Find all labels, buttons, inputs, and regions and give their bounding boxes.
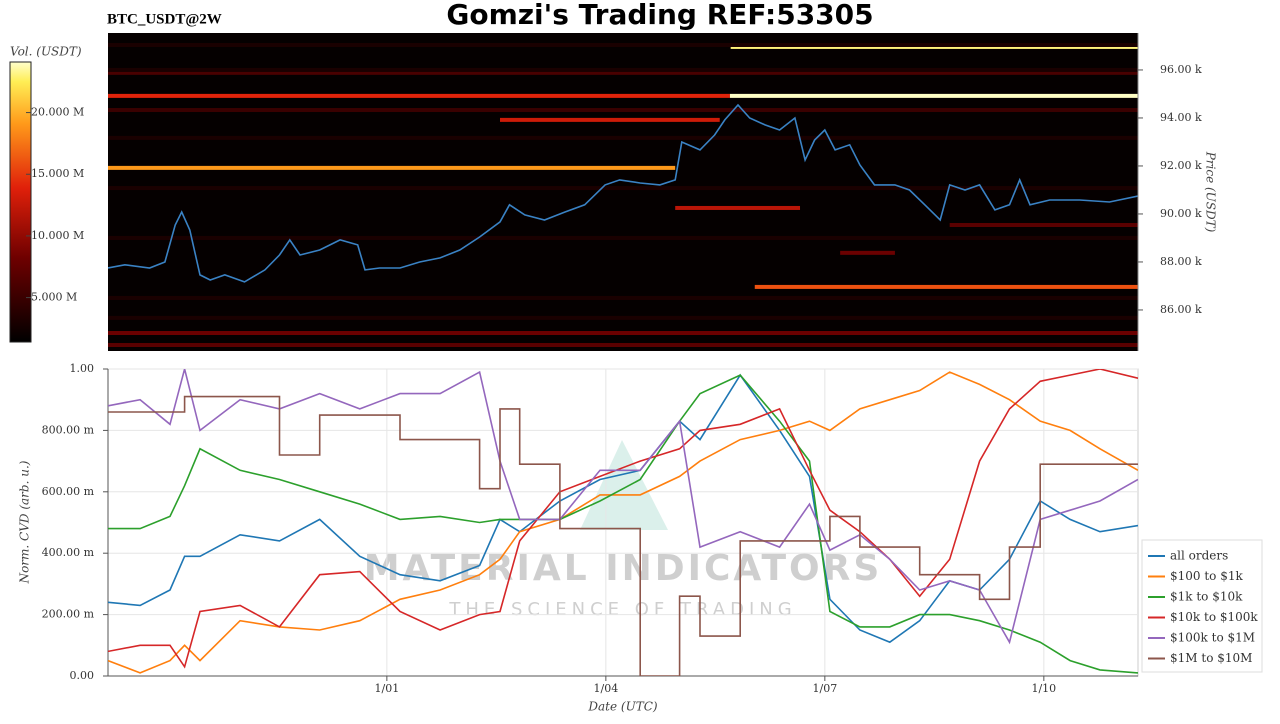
heatmap-level <box>108 295 1138 300</box>
heatmap-level <box>108 67 1138 72</box>
heatmap-level <box>840 250 895 255</box>
watermark: MATERIAL INDICATORS <box>364 548 883 589</box>
heatmap-level <box>108 165 676 170</box>
heatmap-level <box>108 70 1138 75</box>
legend-label: $100 to $1k <box>1170 569 1243 583</box>
colorbar-tick-label: 5.000 M <box>31 291 77 304</box>
series-line <box>108 395 1138 676</box>
y-tick-label: 88.00 k <box>1160 255 1202 268</box>
heatmap-level <box>108 235 1138 240</box>
colorbar-label: Vol. (USDT) <box>10 45 82 59</box>
heatmap-level <box>108 343 1138 347</box>
y-tick-label: 200.00 m <box>42 608 95 621</box>
y-tick-label: 800.00 m <box>42 423 95 436</box>
heatmap-level <box>108 331 1138 335</box>
y-tick-label: 96.00 k <box>1160 63 1202 76</box>
y-tick-label: 400.00 m <box>42 546 95 559</box>
legend-label: $1M to $10M <box>1170 651 1252 665</box>
heatmap-level <box>108 93 730 98</box>
series-line <box>108 374 1138 674</box>
y-axis-label: Price (USDT) <box>1204 151 1218 233</box>
legend <box>1141 539 1263 673</box>
heatmap-level <box>754 284 1138 289</box>
chart-title: Gomzi's Trading REF:53305 <box>446 0 873 31</box>
legend-label: all orders <box>1170 549 1228 563</box>
x-tick-label: 1/07 <box>812 682 837 695</box>
y-tick-label: 90.00 k <box>1160 207 1202 220</box>
heatmap-level <box>108 186 1138 191</box>
heatmap-level <box>108 315 1138 320</box>
heatmap-level <box>729 93 1138 98</box>
y-tick-label: 600.00 m <box>42 485 95 498</box>
y-tick-label: 0.00 <box>70 669 95 682</box>
x-tick-label: 1/04 <box>593 682 618 695</box>
legend-label: $100k to $1M <box>1170 631 1255 645</box>
price-line <box>108 103 1138 283</box>
heatmap-level <box>675 205 801 210</box>
heatmap-layer <box>108 43 1138 347</box>
y-axis-label: Norm. CVD (arb. u.) <box>18 460 32 584</box>
series-line <box>108 371 1138 674</box>
y-tick-label: 94.00 k <box>1160 111 1202 124</box>
colorbar-tick-label: 10.000 M <box>31 229 84 242</box>
heatmap-level <box>949 223 1138 227</box>
chart-subtitle: BTC_USDT@2W <box>107 11 222 27</box>
colorbar-tick-label: 15.000 M <box>31 167 84 180</box>
x-tick-label: 1/01 <box>375 682 400 695</box>
watermark-logo <box>580 440 668 530</box>
heatmap-level <box>108 43 1138 47</box>
series-line <box>108 369 1138 645</box>
x-tick-label: 1/10 <box>1031 682 1056 695</box>
heatmap-level <box>108 135 1138 140</box>
legend-label: $1k to $10k <box>1170 590 1243 604</box>
y-tick-label: 86.00 k <box>1160 303 1202 316</box>
heatmap-level <box>499 117 720 122</box>
y-tick-label: 1.00 <box>70 362 95 375</box>
legend-label: $10k to $100k <box>1170 610 1258 624</box>
x-axis-label: Date (UTC) <box>587 700 657 714</box>
series-layer <box>108 369 1138 676</box>
colorbar-tick-label: 20.000 M <box>31 106 84 119</box>
y-tick-label: 92.00 k <box>1160 159 1202 172</box>
heatmap-level <box>108 108 1138 113</box>
series-line <box>108 369 1138 669</box>
colorbar <box>9 61 32 343</box>
